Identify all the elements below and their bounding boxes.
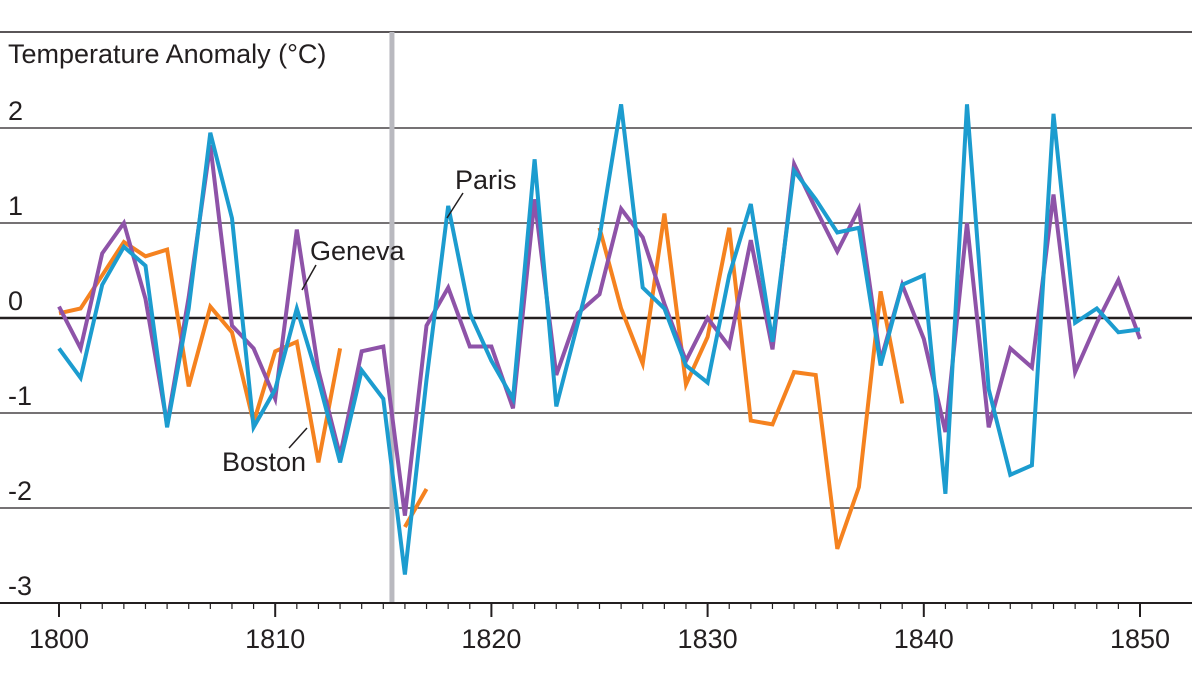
y-tick-label: 1 [8,191,23,221]
x-tick-label: 1810 [245,624,305,654]
series-lines [57,103,1142,575]
series-line-boston [58,213,905,550]
geneva-label: Geneva [310,236,406,266]
paris-leader-line [446,192,464,219]
y-axis: 2 1 0 -1 -2 -3 [8,96,32,601]
boston-leader-line [288,427,308,449]
y-tick-label: -1 [8,381,32,411]
x-tick-label: 1840 [894,624,954,654]
series-line-paris [57,103,1141,575]
x-tick-label: 1850 [1110,624,1170,654]
y-tick-label: 2 [8,96,23,126]
y-tick-label: -3 [8,571,32,601]
x-tick-label: 1830 [678,624,738,654]
x-axis: 1800 1810 1820 1830 1840 1850 [0,602,1192,654]
y-tick-label: -2 [8,476,32,506]
boston-label: Boston [222,447,306,477]
x-tick-label: 1800 [29,624,89,654]
paris-label: Paris [455,165,517,195]
geneva-leader-line [301,264,317,291]
y-tick-label: 0 [8,286,23,316]
series-line-geneva [57,144,1142,516]
y-axis-title: Temperature Anomaly (°C) [8,39,326,69]
x-tick-label: 1820 [461,624,521,654]
